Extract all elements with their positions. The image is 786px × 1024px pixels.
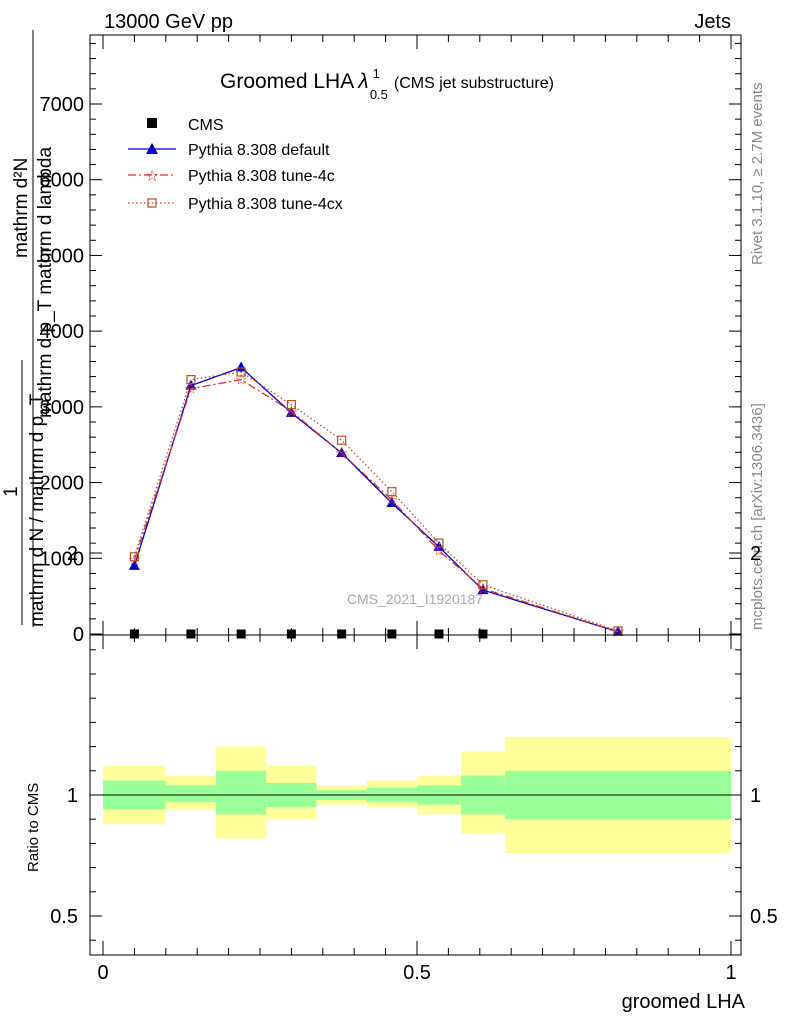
main-ytick-label: 6000	[40, 170, 85, 192]
point-tune4c: ☆	[285, 403, 298, 420]
main-ytick-label: 2000	[40, 473, 85, 495]
point-default	[612, 625, 624, 636]
ratio-panel: 0.5 0.51 12 2 0 0.5 1 Ratio to CMS groomed LH…	[25, 543, 778, 1013]
legend-label-tune4c: Pythia 8.308 tune-4c	[188, 168, 335, 185]
ratio-xtick-label: 1	[725, 962, 736, 984]
ratio-frame	[89, 634, 742, 956]
main-ytick-label: 1000	[40, 548, 85, 570]
point-tune4c: ☆	[234, 372, 247, 389]
point-cms	[236, 629, 246, 639]
point-tune4c: ☆	[184, 381, 197, 398]
point-default	[235, 361, 247, 372]
point-tune4cx	[478, 580, 488, 590]
ratio-ytick-label-right: 1	[750, 785, 761, 807]
chart-title: Groomed LHA λ 1 0.5 (CMS jet substructure)	[220, 66, 554, 102]
ylabel-left-den: mathrm d N / mathrm d p_T	[27, 393, 48, 627]
point-default	[386, 497, 398, 508]
point-tune4cx	[236, 367, 246, 377]
main-ytick-label: 0	[73, 624, 84, 646]
point-cms	[186, 629, 196, 639]
legend-marker-tune4cx	[147, 198, 157, 208]
main-y-label: mathrm d²N mathrm d p_T mathrm d lambda …	[1, 30, 56, 627]
ylabel-left-num: 1	[1, 486, 22, 497]
point-tune4cx	[286, 399, 296, 410]
rivet-label: Rivet 3.1.10, ≥ 2.7M events	[749, 83, 766, 266]
ratio-ytick-label-right: 2	[750, 543, 761, 565]
title-lambda: λ	[357, 70, 368, 93]
main-ytick-label: 5000	[40, 245, 85, 267]
point-cms	[434, 629, 444, 639]
point-tune4cx	[129, 552, 139, 562]
ylabel-numerator: mathrm d²N	[11, 158, 32, 258]
main-ytick-label: 7000	[40, 94, 85, 116]
ratio-y-label: Ratio to CMS	[25, 783, 42, 872]
ratio-x-axis: 0 0.5 1	[97, 635, 737, 984]
title-sup: 1	[373, 66, 380, 81]
point-cms	[387, 629, 397, 639]
jets-label: Jets	[694, 11, 731, 33]
ratio-band-inner	[165, 785, 217, 803]
main-x-ticks	[102, 35, 732, 635]
legend-marker-cms	[147, 118, 157, 128]
series-line-tune4c	[133, 378, 619, 633]
legend-label-tune4cx: Pythia 8.308 tune-4cx	[188, 196, 343, 213]
title-sub: 0.5	[370, 87, 388, 102]
point-tune4cx	[387, 487, 397, 497]
analysis-watermark: CMS_2021_I1920187	[347, 591, 483, 607]
title-suffix: (CMS jet substructure)	[394, 75, 554, 92]
energy-label: 13000 GeV pp	[104, 11, 233, 33]
legend-marker-tune4c: ☆	[145, 168, 159, 185]
legend-label-default: Pythia 8.308 default	[188, 142, 330, 159]
point-tune4cx	[434, 538, 444, 548]
point-tune4c: ☆	[432, 543, 445, 560]
point-cms	[478, 629, 488, 639]
main-curves: ☆☆☆☆☆☆☆☆☆	[128, 361, 625, 641]
legend-label-cms: CMS	[188, 117, 224, 134]
main-y-axis: 0 1000 2000 3000 4000 5000 6000 7000	[40, 42, 741, 646]
point-tune4c: ☆	[385, 492, 398, 509]
x-axis-label: groomed LHA	[622, 991, 746, 1013]
point-default	[336, 447, 348, 458]
ratio-band-inner	[216, 770, 267, 815]
point-default	[433, 540, 445, 551]
title-prefix: Groomed LHA	[220, 70, 354, 93]
main-ytick-label: 4000	[40, 321, 85, 343]
ratio-xtick-label: 0.5	[403, 962, 431, 984]
main-ytick-label: 3000	[40, 397, 85, 419]
point-tune4cx	[337, 435, 347, 445]
series-line-tune4cx	[133, 371, 619, 632]
legend: CMS Pythia 8.308 default ☆ Pythia 8.308 …	[128, 117, 343, 213]
ratio-ytick-label: 2	[67, 543, 78, 565]
ratio-xtick-label: 0	[97, 962, 108, 984]
point-tune4c: ☆	[611, 624, 624, 641]
point-tune4cx	[186, 375, 196, 385]
ratio-y-axis: 0.5 0.5 1 1 2 2	[50, 543, 778, 941]
legend-marker-default	[146, 143, 158, 154]
ratio-ytick-label-right: 0.5	[750, 906, 778, 928]
ylabel-denominator: mathrm d p_T mathrm d lambda	[35, 147, 56, 418]
point-tune4c: ☆	[335, 445, 348, 462]
point-default	[128, 559, 140, 570]
point-cms	[337, 629, 347, 639]
mcplots-label: mcplots.cern.ch [arXiv:1306.3436]	[749, 403, 766, 630]
ratio-ytick-label: 0.5	[50, 906, 78, 928]
ratio-ytick-label: 1	[67, 785, 78, 807]
point-default	[185, 379, 197, 390]
